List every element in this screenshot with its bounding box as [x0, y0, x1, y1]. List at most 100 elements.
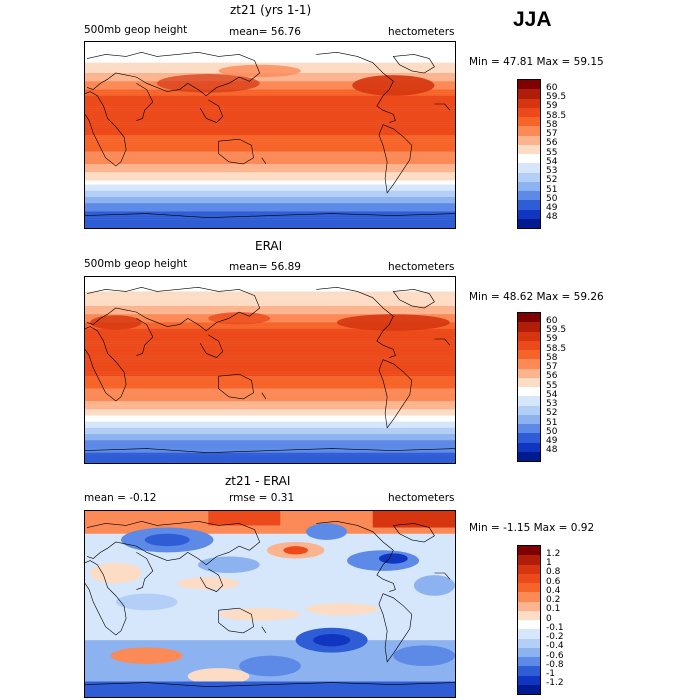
colorbar-swatch — [518, 377, 540, 387]
colorbar-swatch — [518, 200, 540, 210]
panel-1-regional-anomalies — [156, 64, 435, 96]
contour-band — [85, 326, 455, 329]
contour-band — [85, 386, 455, 389]
colorbar-swatch — [518, 322, 540, 332]
contour-band — [85, 141, 455, 144]
colorbar-swatch — [518, 387, 540, 397]
colorbar-swatch — [518, 583, 540, 593]
season-label: JJA — [513, 8, 552, 31]
contour-band — [85, 81, 455, 84]
contour-band — [85, 448, 455, 451]
contour-band — [85, 225, 455, 228]
contour-band — [85, 432, 455, 435]
panel-3-coastlines — [85, 521, 455, 687]
colorbar-tick-label: 50 — [546, 193, 558, 204]
contour-band — [85, 316, 455, 319]
contour-band — [85, 411, 455, 414]
contour-band — [85, 168, 455, 171]
contour-band — [85, 349, 455, 352]
colorbar-swatch — [518, 154, 540, 164]
contour-band — [85, 58, 455, 61]
colorbar-swatch — [518, 209, 540, 219]
contour-band — [85, 429, 455, 433]
contour-band — [85, 114, 455, 117]
contour-band — [85, 184, 455, 187]
contour-band — [85, 124, 455, 127]
contour-band — [85, 122, 455, 125]
colorbar-tick-label: -0.4 — [546, 641, 564, 652]
colorbar-swatch — [518, 117, 540, 127]
contour-band — [85, 149, 455, 152]
panel-3-colorbar — [517, 545, 541, 695]
contour-band — [85, 207, 455, 210]
colorbar-tick-label: 60 — [546, 82, 558, 93]
contour-band — [85, 417, 455, 420]
contour-band — [85, 440, 455, 443]
contour-band — [85, 339, 455, 342]
contour-band — [85, 52, 455, 55]
colorbar-swatch — [518, 218, 540, 228]
contour-band — [85, 180, 455, 183]
contour-band — [85, 89, 455, 92]
contour-band — [85, 110, 455, 113]
contour-band — [85, 205, 455, 208]
contour-band — [85, 330, 455, 334]
contour-band — [85, 446, 455, 449]
contour-band — [85, 322, 455, 325]
colorbar-swatch — [518, 350, 540, 360]
contour-band — [85, 328, 455, 331]
contour-band — [85, 332, 455, 336]
contour-band — [85, 283, 455, 286]
contour-band — [85, 314, 455, 317]
colorbar-tick-label: 51 — [546, 184, 558, 195]
contour-band — [85, 347, 455, 350]
panel-2-colorbar — [517, 312, 541, 462]
contour-band — [85, 137, 455, 140]
contour-band — [85, 434, 455, 437]
colorbar-swatch — [518, 126, 540, 136]
colorbar-swatch — [518, 135, 540, 145]
colorbar-swatch — [518, 555, 540, 565]
colorbar-tick-label: 58 — [546, 119, 558, 130]
contour-band — [85, 382, 455, 385]
panel-2-variable-label: 500mb geop height — [84, 258, 188, 270]
contour-band — [85, 186, 455, 189]
colorbar-tick-label: 56 — [546, 371, 558, 382]
panel-1-title: zt21 (yrs 1-1) — [230, 3, 312, 17]
contour-band — [85, 308, 455, 311]
contour-band — [85, 287, 455, 290]
colorbar-swatch — [518, 107, 540, 117]
contour-band — [85, 384, 455, 387]
contour-band — [85, 120, 455, 123]
contour-band — [85, 211, 455, 214]
panel-3-minmax: Min = -1.15 Max = 0.92 — [469, 522, 595, 534]
colorbar-tick-label: 0 — [546, 613, 552, 624]
colorbar-tick-label: 0.2 — [546, 595, 561, 605]
colorbar-tick-label: 0.6 — [546, 576, 561, 587]
contour-band — [85, 423, 455, 427]
colorbar-swatch — [518, 313, 540, 323]
colorbar-swatch — [518, 629, 540, 639]
contour-band — [85, 155, 455, 158]
contour-band — [85, 62, 455, 65]
colorbar-tick-label: 49 — [546, 436, 558, 446]
colorbar-swatch — [518, 89, 540, 99]
contour-band — [85, 194, 455, 198]
contour-band — [85, 132, 455, 136]
contour-band — [85, 97, 455, 101]
contour-band — [85, 394, 455, 398]
contour-band — [85, 79, 455, 82]
contour-band — [85, 359, 455, 362]
colorbar-swatch — [518, 546, 540, 556]
panel-3-rmse-label: rmse = 0.31 — [229, 492, 295, 504]
panel-2-mean-label: mean= 56.89 — [229, 261, 301, 273]
colorbar-tick-label: 57 — [546, 129, 558, 139]
contour-band — [85, 415, 455, 418]
contour-band — [85, 310, 455, 313]
contour-band — [85, 291, 455, 294]
contour-band — [85, 182, 455, 185]
colorbar-tick-label: 0.1 — [546, 604, 561, 615]
panel-2-contour-fill — [85, 277, 455, 463]
contour-band — [85, 301, 455, 305]
contour-band — [85, 112, 455, 115]
